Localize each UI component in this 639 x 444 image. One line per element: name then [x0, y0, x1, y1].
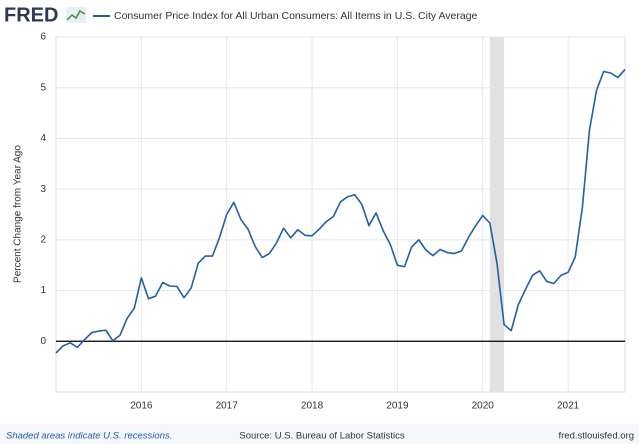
- y-tick-label: 4: [40, 133, 46, 144]
- x-tick-label: 2020: [472, 401, 495, 412]
- recession-band: [489, 37, 505, 392]
- y-axis-label: Percent Change from Year Ago: [13, 145, 24, 283]
- legend-label: Consumer Price Index for All Urban Consu…: [114, 10, 478, 22]
- y-tick-label: 0: [40, 336, 46, 347]
- y-tick-label: 1: [40, 285, 46, 296]
- footer-note: Shaded areas indicate U.S. recessions.: [6, 431, 172, 442]
- plot-area: [55, 36, 626, 393]
- x-tick-label: 2018: [301, 401, 324, 412]
- logo: FRED: [4, 4, 58, 26]
- x-tick-label: 2016: [130, 401, 153, 412]
- site: fred.stlouisfed.org: [558, 431, 634, 442]
- y-tick-label: 5: [40, 82, 46, 93]
- source: Source: U.S. Bureau of Labor Statistics: [239, 431, 405, 442]
- x-tick-label: 2017: [216, 401, 239, 412]
- footer-bar: [0, 424, 639, 444]
- series-line: [55, 68, 626, 354]
- y-tick-label: 6: [40, 32, 46, 43]
- x-tick-label: 2021: [557, 401, 580, 412]
- x-tick-label: 2019: [386, 401, 409, 412]
- y-tick-label: 2: [40, 234, 46, 245]
- y-tick-label: 3: [40, 184, 46, 195]
- logo-icon: [66, 7, 86, 23]
